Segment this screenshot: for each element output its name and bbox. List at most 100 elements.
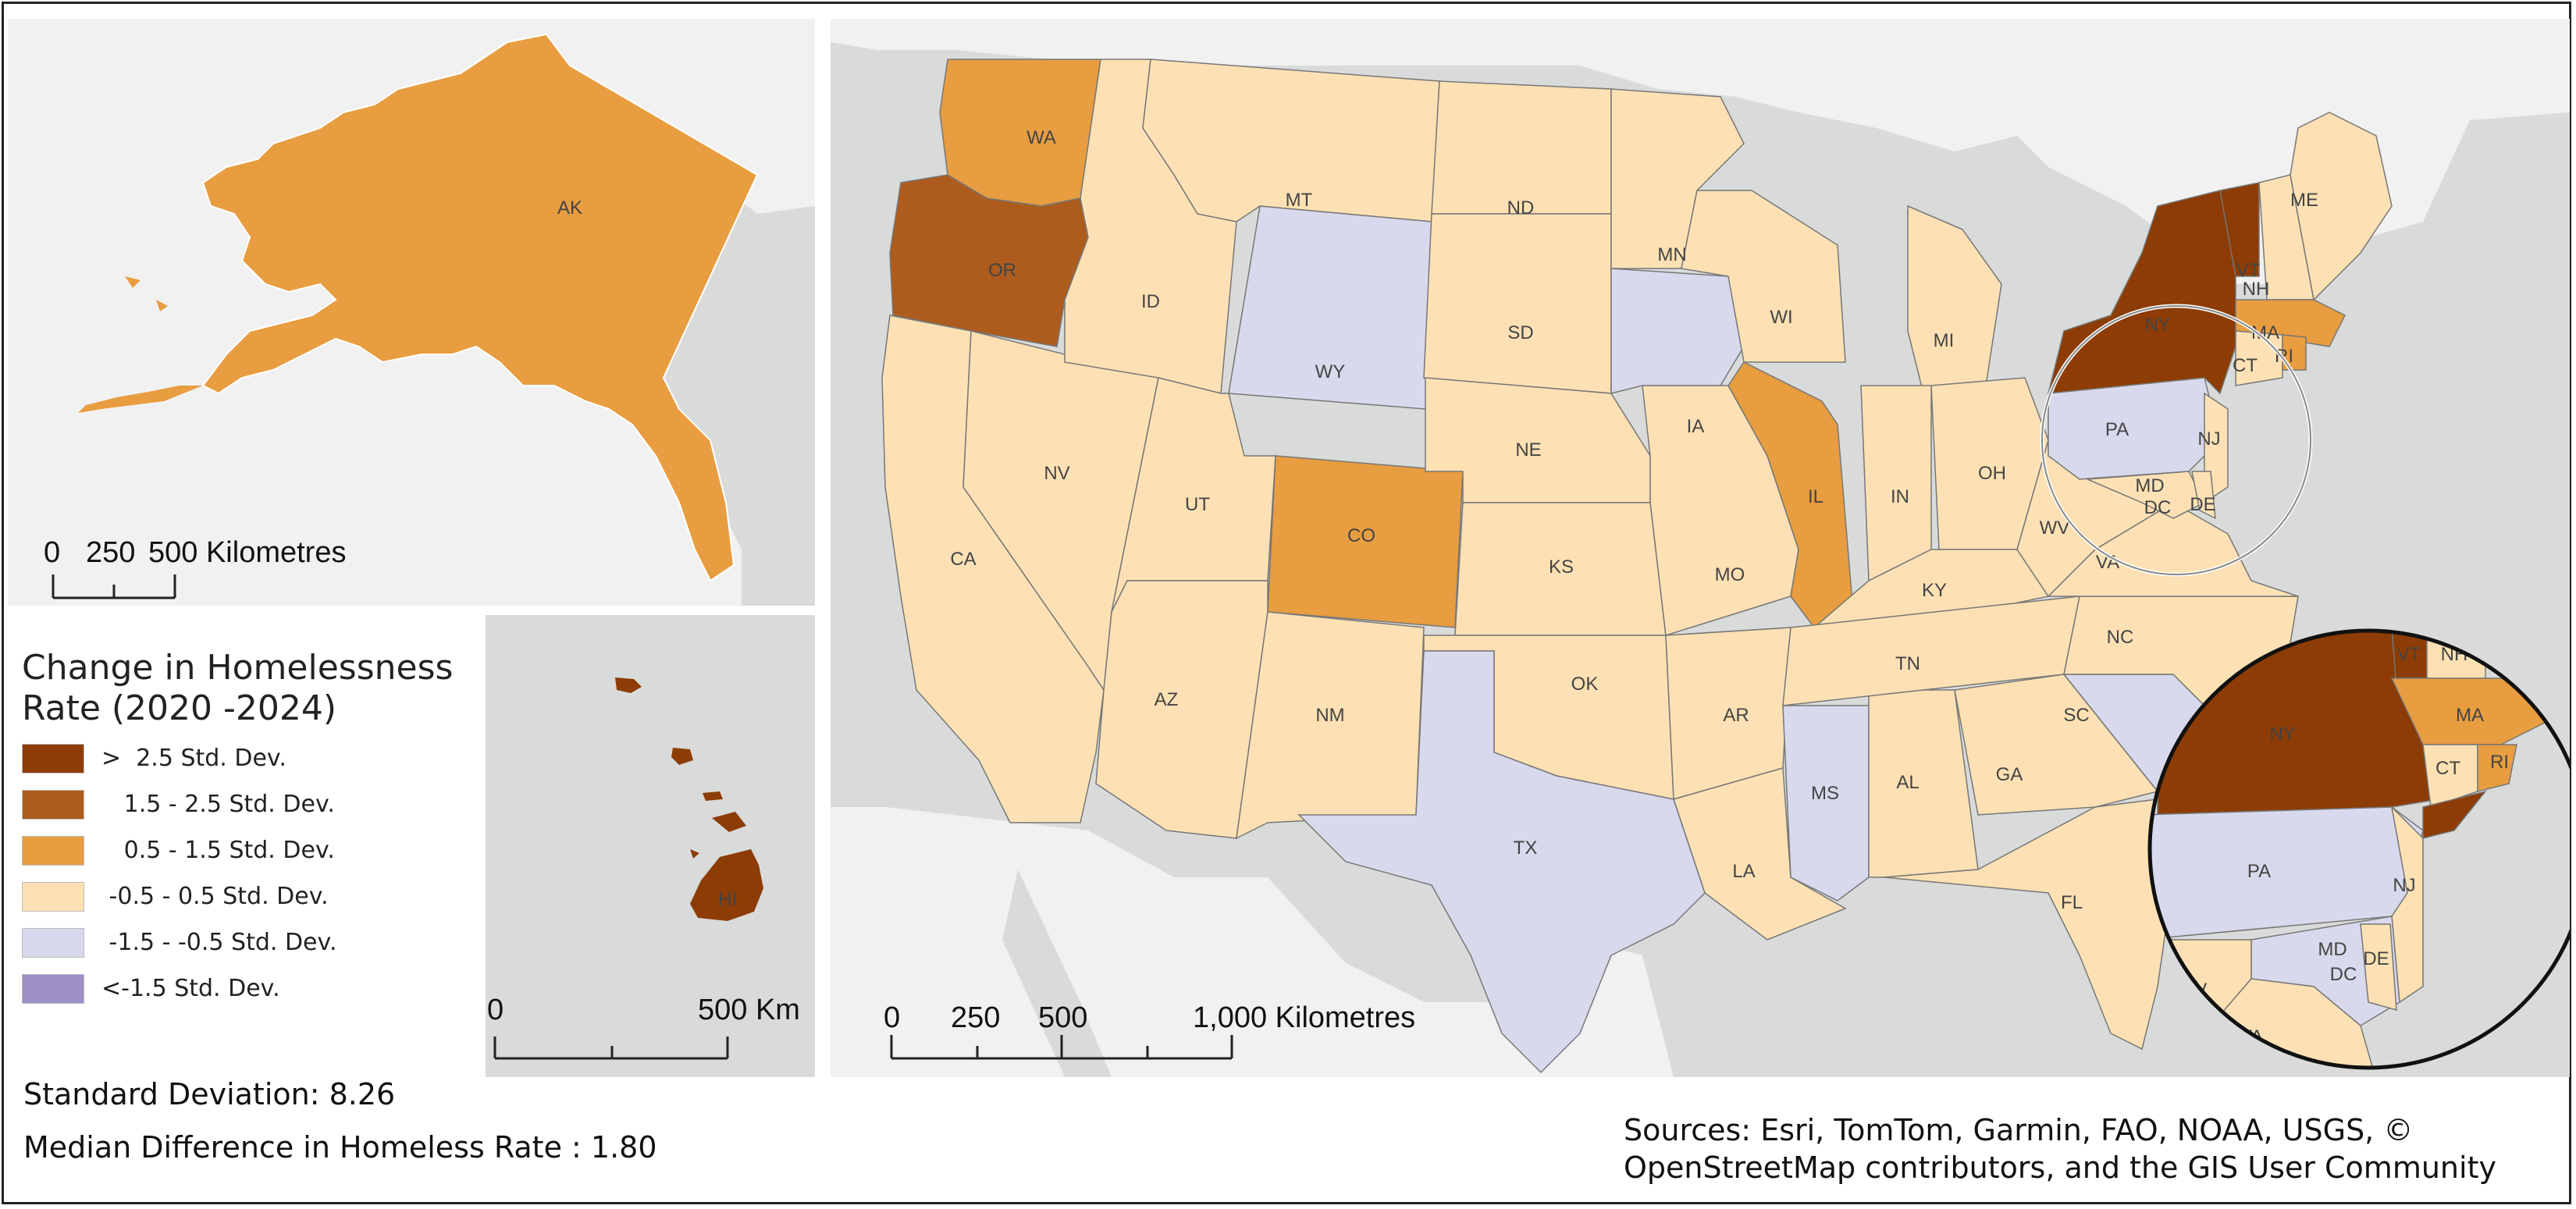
state-iowa[interactable] bbox=[1610, 268, 1745, 394]
legend-label: 1.5 - 2.5 Std. Dev. bbox=[101, 791, 335, 818]
label-mi: MI bbox=[1934, 330, 1955, 351]
legend-swatch bbox=[22, 927, 84, 958]
label-oh: OH bbox=[1978, 463, 2006, 484]
inset-label-ny: NY bbox=[2269, 724, 2295, 745]
hawaii-scale-bar: 0 500 Km bbox=[487, 994, 800, 1060]
label-nd: ND bbox=[1507, 197, 1535, 219]
inset-long-island bbox=[2422, 790, 2487, 839]
legend-swatch bbox=[22, 973, 84, 1004]
state-vermont[interactable] bbox=[2219, 182, 2260, 277]
island-big-island[interactable] bbox=[690, 849, 763, 921]
state-michigan[interactable] bbox=[1907, 204, 2002, 394]
zoom-circle-outline bbox=[2041, 305, 2311, 575]
conus-svg: WA OR CA ID NV MT WY UT CO AZ NM ND SD N… bbox=[831, 19, 2570, 1077]
conus-scale-500: 500 bbox=[1038, 1001, 1087, 1034]
label-la: LA bbox=[1732, 861, 1755, 882]
label-tn: TN bbox=[1895, 653, 1920, 674]
label-me: ME bbox=[2290, 190, 2318, 211]
state-north-dakota[interactable] bbox=[1431, 80, 1612, 215]
label-wv: WV bbox=[2040, 517, 2070, 539]
state-maryland[interactable] bbox=[2087, 471, 2206, 519]
northeast-magnified-inset: NY VT NH MA CT RI PA NJ MD DC DE WV VA bbox=[2147, 628, 2570, 1070]
inset-label-ct: CT bbox=[2435, 758, 2460, 779]
state-florida[interactable] bbox=[1884, 798, 2174, 1051]
state-delaware[interactable] bbox=[2191, 471, 2216, 520]
label-ms: MS bbox=[1811, 783, 1839, 804]
legend-item: 1.5 - 2.5 Std. Dev. bbox=[22, 781, 475, 827]
state-indiana[interactable] bbox=[1860, 385, 1932, 582]
label-ri: RI bbox=[2275, 346, 2293, 367]
conus-scale-1000: 1,000 Kilometres bbox=[1193, 1001, 1415, 1034]
legend-label: > 2.5 Std. Dev. bbox=[101, 745, 286, 772]
label-az: AZ bbox=[1155, 689, 1179, 710]
legend-item: 0.5 - 1.5 Std. Dev. bbox=[22, 827, 475, 873]
label-vt: VT bbox=[2236, 260, 2261, 281]
state-louisiana[interactable] bbox=[1673, 767, 1847, 941]
legend-swatch bbox=[22, 835, 84, 866]
sources-line2: OpenStreetMap contributors, and the GIS … bbox=[1624, 1150, 2496, 1185]
legend-title-line1: Change in Homelessness bbox=[22, 648, 454, 688]
inset-label-de: DE bbox=[2363, 948, 2389, 969]
island-kauai bbox=[615, 677, 642, 693]
legend-label: -1.5 - -0.5 Std. Dev. bbox=[101, 929, 337, 956]
label-ak: AK bbox=[557, 197, 582, 219]
state-mississippi[interactable] bbox=[1782, 705, 1870, 901]
label-nj: NJ bbox=[2197, 428, 2220, 450]
label-fl: FL bbox=[2061, 892, 2083, 913]
label-id: ID bbox=[1141, 291, 1160, 312]
label-ky: KY bbox=[1922, 580, 1947, 601]
label-wa: WA bbox=[1026, 127, 1056, 148]
inset-delaware[interactable] bbox=[2360, 923, 2397, 1012]
state-arizona[interactable] bbox=[1095, 580, 1268, 839]
inset-circle-border bbox=[2147, 628, 2570, 1070]
label-ia: IA bbox=[1687, 416, 1705, 437]
state-maine[interactable] bbox=[2290, 112, 2393, 301]
label-ne: NE bbox=[1515, 439, 1541, 460]
contiguous-us-map: WA OR CA ID NV MT WY UT CO AZ NM ND SD N… bbox=[831, 19, 2570, 1077]
legend-swatch bbox=[22, 789, 84, 820]
state-texas[interactable] bbox=[1297, 650, 1706, 1074]
legend-item: -0.5 - 0.5 Std. Dev. bbox=[22, 873, 475, 919]
legend-swatch bbox=[22, 743, 84, 773]
state-new-york[interactable] bbox=[2048, 190, 2236, 395]
label-sc: SC bbox=[2063, 705, 2089, 726]
label-nc: NC bbox=[2107, 627, 2134, 648]
label-ar: AR bbox=[1723, 705, 1749, 726]
state-alaska[interactable] bbox=[201, 33, 759, 582]
legend-item: > 2.5 Std. Dev. bbox=[22, 735, 475, 781]
state-illinois[interactable] bbox=[1727, 361, 1854, 628]
island-oahu bbox=[671, 748, 693, 765]
sources-line1: Sources: Esri, TomTom, Garmin, FAO, NOAA… bbox=[1624, 1113, 2414, 1147]
inset-label-ma: MA bbox=[2456, 705, 2484, 726]
label-mt: MT bbox=[1286, 190, 1313, 211]
inset-rhode-island[interactable] bbox=[2477, 744, 2517, 792]
label-nm: NM bbox=[1315, 705, 1344, 726]
inset-label-md: MD bbox=[2318, 939, 2347, 960]
hawaii-scale-0: 0 bbox=[487, 994, 503, 1026]
state-pennsylvania[interactable] bbox=[2048, 377, 2221, 480]
state-south-dakota[interactable] bbox=[1423, 213, 1612, 394]
canada-land bbox=[831, 19, 2570, 284]
states bbox=[881, 59, 2393, 1074]
hawaii-svg: HI 0 500 Km bbox=[487, 677, 800, 1060]
legend-swatch bbox=[22, 881, 84, 912]
label-co: CO bbox=[1347, 525, 1375, 546]
label-md: MD bbox=[2135, 475, 2164, 496]
alaska-scale-250: 250 bbox=[86, 536, 135, 569]
state-wisconsin[interactable] bbox=[1681, 190, 1846, 363]
legend: Change in Homelessness Rate (2020 -2024)… bbox=[22, 648, 475, 1012]
inset-massachusetts[interactable] bbox=[2390, 677, 2549, 745]
inset-label-dc: DC bbox=[2330, 964, 2357, 985]
island-lanai bbox=[690, 849, 699, 859]
label-ct: CT bbox=[2233, 355, 2258, 376]
hawaii-inset-map: HI 0 500 Km bbox=[486, 615, 815, 1077]
legend-label: 0.5 - 1.5 Std. Dev. bbox=[101, 837, 335, 864]
sources-credit: Sources: Esri, TomTom, Garmin, FAO, NOAA… bbox=[1624, 1111, 2545, 1186]
gulf-of-california bbox=[1002, 869, 1112, 1077]
label-ca: CA bbox=[950, 549, 976, 570]
alaska-scale-bar: 0 250 500 Kilometres bbox=[44, 536, 346, 599]
conus-scale-0: 0 bbox=[884, 1001, 900, 1034]
conus-scale-250: 250 bbox=[951, 1001, 1000, 1034]
alaska-inset-map: AK 0 250 500 Kilometres bbox=[8, 19, 815, 606]
alaska-svg: AK 0 250 500 Kilometres bbox=[8, 19, 815, 606]
